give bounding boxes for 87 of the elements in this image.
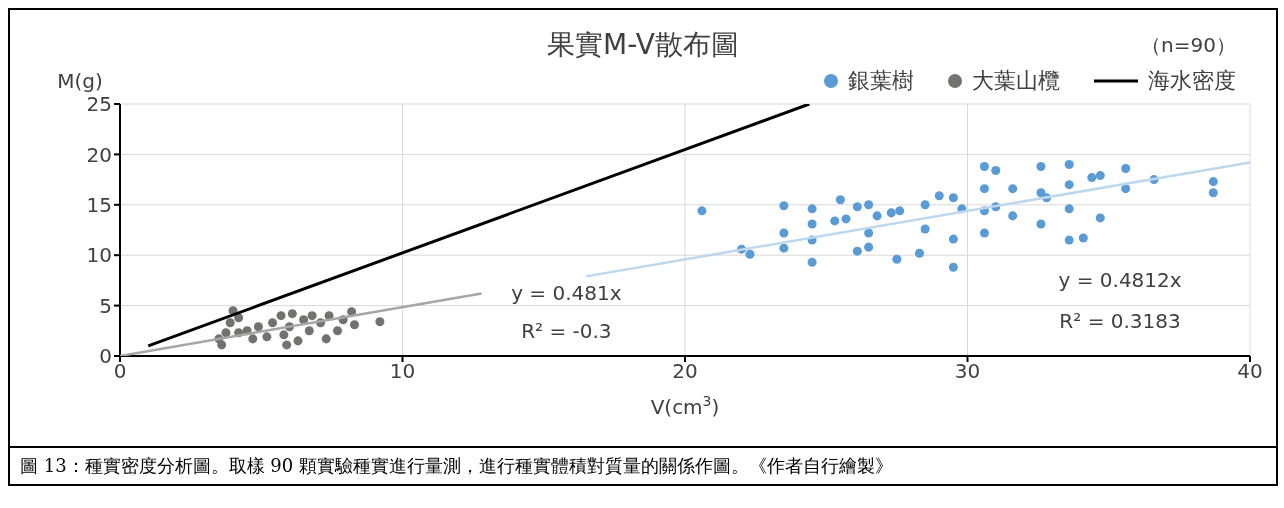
- point: [304, 326, 314, 336]
- x-tick-label: 10: [389, 359, 416, 384]
- x-axis-title: V(cm$^{3}$): [650, 393, 720, 419]
- y-axis-title: M(g): [57, 69, 103, 93]
- point: [864, 228, 874, 238]
- point: [991, 166, 1001, 176]
- point: [279, 330, 289, 340]
- point: [253, 322, 263, 332]
- point: [895, 206, 905, 216]
- point: [1087, 173, 1097, 183]
- point: [948, 262, 958, 272]
- point: [349, 320, 359, 330]
- legend-label: 銀葉樹: [848, 67, 914, 95]
- point: [234, 313, 244, 323]
- point: [276, 311, 286, 321]
- text: （n=90）: [1141, 32, 1236, 59]
- y-tick-label: 10: [86, 243, 112, 268]
- y-tick-label: 20: [86, 142, 112, 167]
- annotation: R² = 0.3183: [1059, 308, 1181, 333]
- point: [307, 311, 317, 321]
- point: [299, 315, 309, 325]
- point: [864, 200, 874, 210]
- point: [807, 219, 817, 229]
- point: [1121, 184, 1131, 194]
- point: [1008, 184, 1018, 194]
- point: [779, 201, 789, 211]
- point: [1095, 213, 1105, 223]
- point: [920, 224, 930, 234]
- point: [886, 208, 896, 218]
- point: [225, 318, 235, 328]
- point: [248, 334, 258, 344]
- point: [282, 340, 292, 350]
- y-tick-label: 5: [99, 293, 112, 318]
- point: [1036, 219, 1046, 229]
- point: [807, 257, 817, 267]
- point: [779, 243, 789, 253]
- point: [852, 246, 862, 256]
- point: [979, 161, 989, 171]
- point: [333, 326, 343, 336]
- point: [1064, 204, 1074, 214]
- point: [920, 200, 930, 210]
- point: [745, 249, 755, 259]
- point: [979, 228, 989, 238]
- annotation: R² = -0.3: [521, 318, 612, 343]
- point: [1208, 177, 1218, 187]
- point: [934, 191, 944, 201]
- point: [1064, 180, 1074, 190]
- x-tick-label: 20: [672, 359, 698, 384]
- point: [892, 254, 902, 264]
- legend-label: 大葉山欖: [972, 67, 1060, 95]
- point: [1208, 188, 1218, 198]
- point: [1064, 159, 1074, 169]
- point: [1121, 164, 1131, 174]
- point: [864, 242, 874, 252]
- x-tick-label: 40: [1237, 359, 1263, 384]
- point: [375, 317, 385, 327]
- point: [852, 202, 862, 212]
- point: [807, 204, 817, 214]
- chart-title: 果實M-V散布圖: [547, 28, 739, 61]
- point: [835, 195, 845, 205]
- annotation: y = 0.4812x: [1058, 268, 1182, 293]
- point: [948, 193, 958, 203]
- point: [948, 234, 958, 244]
- point: [1095, 171, 1105, 181]
- y-tick-label: 15: [86, 192, 112, 217]
- point: [872, 211, 882, 221]
- point: [1064, 235, 1074, 245]
- legend-label: 海水密度: [1148, 67, 1236, 95]
- point: [262, 332, 272, 342]
- point: [293, 336, 303, 346]
- point: [287, 309, 297, 319]
- point: [1078, 233, 1088, 243]
- annotation: y = 0.481x: [511, 281, 622, 305]
- point: [1036, 161, 1046, 171]
- x-tick-label: 30: [954, 359, 981, 384]
- point: [830, 216, 840, 226]
- point: [779, 228, 789, 238]
- caption: 圖 13：種實密度分析圖。取樣 90 顆實驗種實進行量測，進行種實體積對質量的關係作圖。《作者自行繪製》: [10, 446, 1276, 484]
- point: [697, 206, 707, 216]
- point: [321, 334, 331, 344]
- point: [914, 248, 924, 258]
- point: [268, 318, 278, 328]
- point: [979, 184, 989, 194]
- point: [1008, 211, 1018, 221]
- point: [221, 328, 231, 338]
- y-tick-label: 25: [86, 92, 112, 117]
- point: [841, 214, 851, 224]
